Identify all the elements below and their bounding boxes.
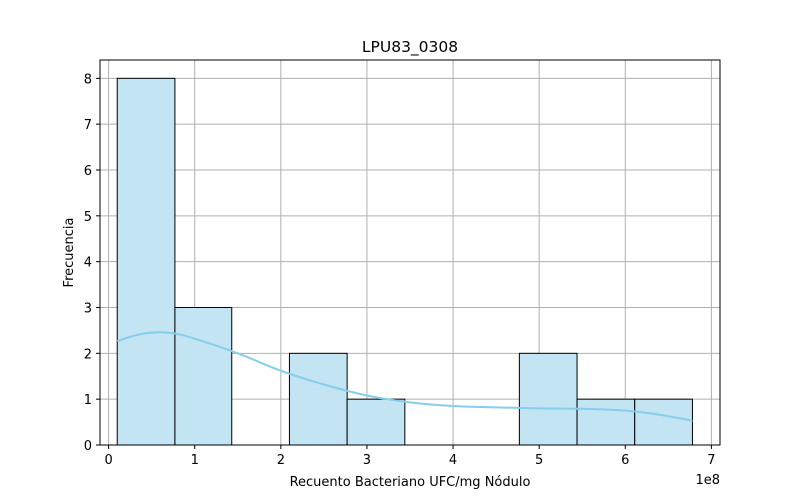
histogram-bar	[174, 307, 233, 446]
x-tick-label: 3	[363, 453, 371, 468]
y-tick-label: 3	[84, 302, 92, 317]
x-tick-label: 0	[104, 453, 112, 468]
x-tick-label: 2	[277, 453, 285, 468]
kde-curve	[116, 331, 693, 422]
histogram-bar	[346, 398, 406, 446]
x-axis-offset-label: 1e8	[695, 473, 720, 488]
histogram-bar	[576, 398, 636, 446]
x-tick-label: 5	[535, 453, 543, 468]
x-tick-label: 4	[449, 453, 457, 468]
kde-layer	[116, 331, 693, 422]
y-tick-label: 6	[84, 164, 92, 179]
x-tick-label: 7	[707, 453, 715, 468]
y-tick-label: 1	[84, 393, 92, 408]
histogram-bar	[518, 352, 578, 446]
histogram-bar	[116, 77, 176, 446]
x-tick-label: 6	[621, 453, 629, 468]
chart-title: LPU83_0308	[362, 38, 458, 57]
y-tick-label: 2	[84, 347, 92, 362]
plot-frame	[99, 59, 721, 446]
y-tick-label: 5	[84, 210, 92, 225]
y-axis-label: Frecuencia	[62, 218, 77, 288]
histogram-bar	[634, 398, 693, 446]
y-tick-label: 0	[84, 439, 92, 454]
y-tick-label: 4	[84, 256, 92, 271]
y-tick-label: 8	[84, 72, 92, 87]
x-tick-label: 1	[191, 453, 199, 468]
histogram-bar	[288, 352, 348, 446]
bars-layer	[116, 77, 693, 446]
y-tick-label: 7	[84, 118, 92, 133]
x-axis-label: Recuento Bacteriano UFC/mg Nódulo	[290, 475, 531, 490]
ticks-layer: 0 1 2 3 4 5 6 7 0 1 2 3 4 5 6 7 8	[84, 72, 716, 468]
